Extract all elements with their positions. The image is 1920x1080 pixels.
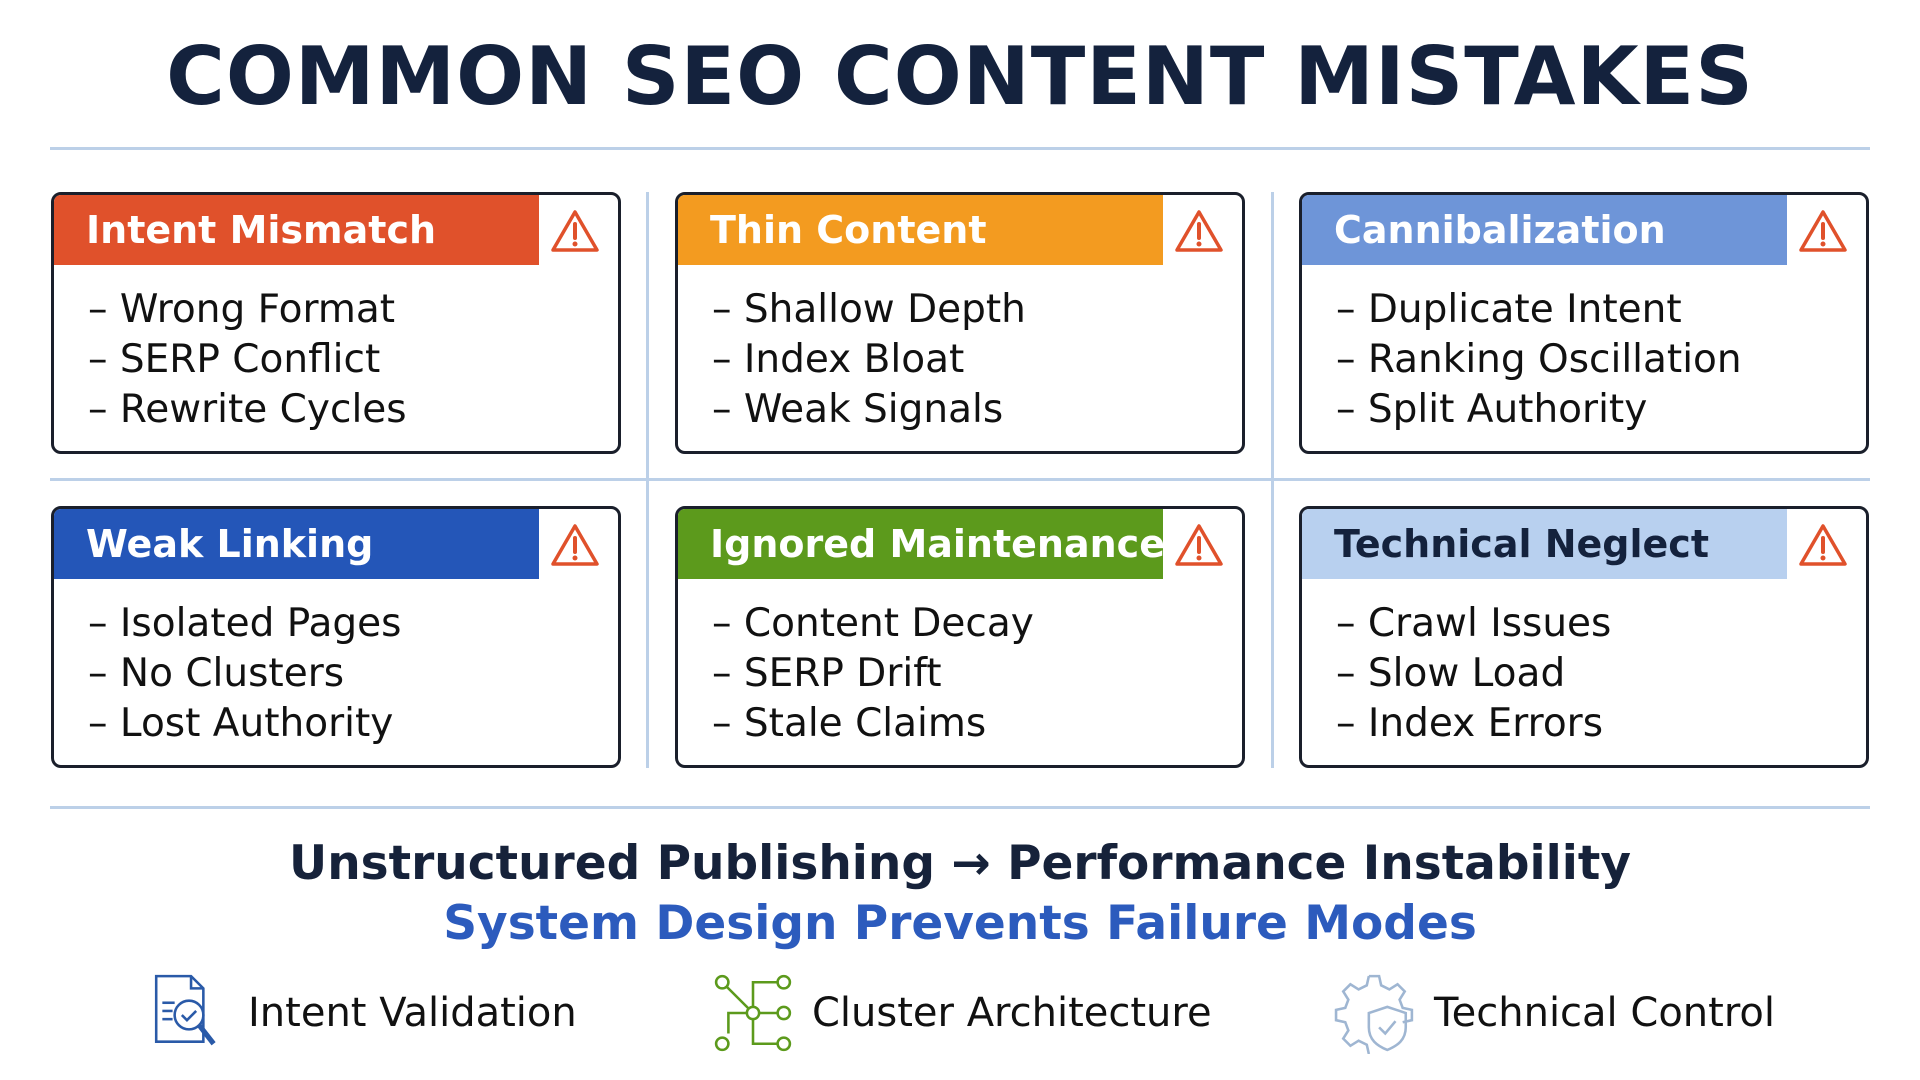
list-item: – Duplicate Intent <box>1336 287 1682 332</box>
page-title: COMMON SEO CONTENT MISTAKES <box>166 30 1754 123</box>
list-item: – Weak Signals <box>712 387 1004 432</box>
mistake-card: Intent Mismatch – Wrong Format – SERP Con… <box>51 192 621 454</box>
warning-triangle-icon <box>551 210 599 252</box>
subtagline: System Design Prevents Failure Modes <box>443 896 1477 951</box>
feature-technical-control: Technical Control <box>1334 972 1775 1054</box>
feature-label: Intent Validation <box>248 990 577 1036</box>
list-item: – Ranking Oscillation <box>1336 337 1742 382</box>
list-item: – Index Errors <box>1336 701 1604 746</box>
mistake-card: Ignored Maintenance – Content Decay – SER… <box>675 506 1245 768</box>
warning-triangle-icon <box>1175 210 1223 252</box>
mistake-card: Cannibalization – Duplicate Intent – Rank… <box>1299 192 1869 454</box>
gear-shield-icon <box>1334 974 1414 1054</box>
tagline: Unstructured Publishing → Performance In… <box>289 836 1631 891</box>
list-item: – Split Authority <box>1336 387 1648 432</box>
card-items: – Content Decay – SERP Drift – Stale Claim… <box>712 599 1034 749</box>
card-items: – Wrong Format – SERP Conflict – Rewrite C… <box>88 285 407 435</box>
card-title: Technical Neglect <box>1302 509 1787 579</box>
network-nodes-icon <box>714 974 792 1052</box>
card-title: Weak Linking <box>54 509 539 579</box>
list-item: – Isolated Pages <box>88 601 402 646</box>
document-search-icon <box>154 974 216 1046</box>
card-items: – Shallow Depth – Index Bloat – Weak Signa… <box>712 285 1026 435</box>
card-title: Ignored Maintenance <box>678 509 1165 579</box>
card-title: Intent Mismatch <box>54 195 539 265</box>
feature-cluster-architecture: Cluster Architecture <box>712 972 1212 1054</box>
divider-middle <box>50 478 1870 481</box>
list-item: – Rewrite Cycles <box>88 387 407 432</box>
warning-triangle-icon <box>1175 524 1223 566</box>
list-item: – Slow Load <box>1336 651 1566 696</box>
card-items: – Duplicate Intent – Ranking Oscillation –… <box>1336 285 1742 435</box>
list-item: – Content Decay <box>712 601 1034 646</box>
list-item: – Crawl Issues <box>1336 601 1612 646</box>
warning-triangle-icon <box>1799 210 1847 252</box>
list-item: – Shallow Depth <box>712 287 1026 332</box>
mistake-card: Technical Neglect – Crawl Issues – Slow L… <box>1299 506 1869 768</box>
mistake-card: Weak Linking – Isolated Pages – No Cluste… <box>51 506 621 768</box>
card-title: Thin Content <box>678 195 1163 265</box>
feature-label: Technical Control <box>1434 990 1775 1036</box>
list-item: – Index Bloat <box>712 337 965 382</box>
warning-triangle-icon <box>1799 524 1847 566</box>
feature-intent-validation: Intent Validation <box>148 972 577 1054</box>
card-items: – Isolated Pages – No Clusters – Lost Auth… <box>88 599 402 749</box>
warning-triangle-icon <box>551 524 599 566</box>
list-item: – SERP Drift <box>712 651 942 696</box>
card-title: Cannibalization <box>1302 195 1787 265</box>
list-item: – No Clusters <box>88 651 345 696</box>
feature-label: Cluster Architecture <box>812 990 1212 1036</box>
list-item: – Lost Authority <box>88 701 394 746</box>
list-item: – Wrong Format <box>88 287 396 332</box>
list-item: – Stale Claims <box>712 701 987 746</box>
divider-vertical-1 <box>646 192 649 768</box>
divider-vertical-2 <box>1271 192 1274 768</box>
divider-bottom <box>50 806 1870 809</box>
list-item: – SERP Conflict <box>88 337 381 382</box>
card-items: – Crawl Issues – Slow Load – Index Errors <box>1336 599 1611 749</box>
divider-top <box>50 147 1870 150</box>
mistake-card: Thin Content – Shallow Depth – Index Bloa… <box>675 192 1245 454</box>
